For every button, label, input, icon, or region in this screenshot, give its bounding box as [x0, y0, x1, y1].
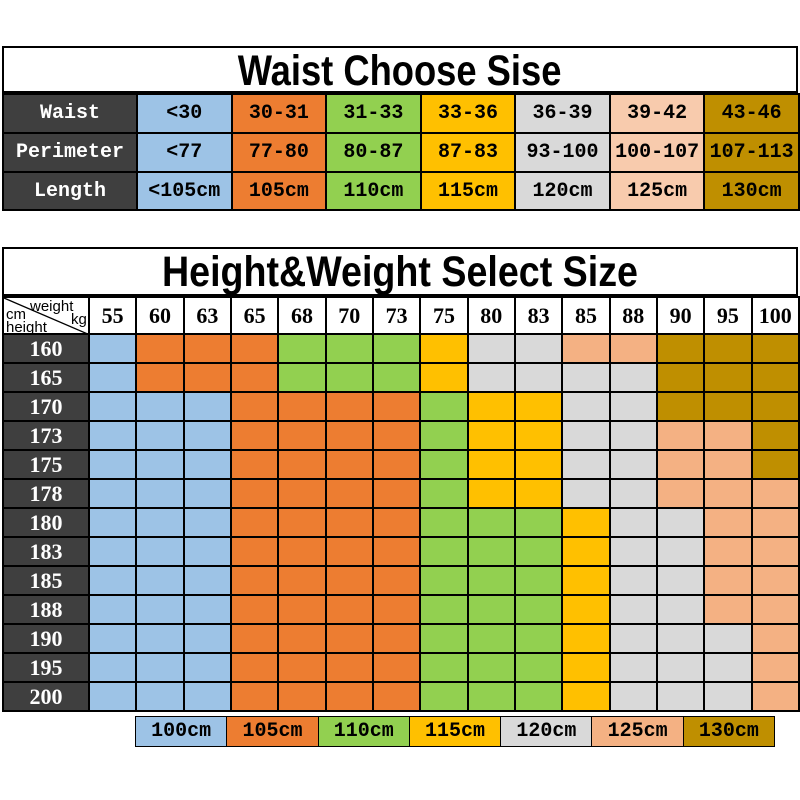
- svg-text:kg: kg: [71, 311, 87, 328]
- svg-text:height: height: [6, 319, 48, 334]
- svg-text:weight: weight: [29, 298, 74, 315]
- svg-text:cm: cm: [6, 306, 26, 323]
